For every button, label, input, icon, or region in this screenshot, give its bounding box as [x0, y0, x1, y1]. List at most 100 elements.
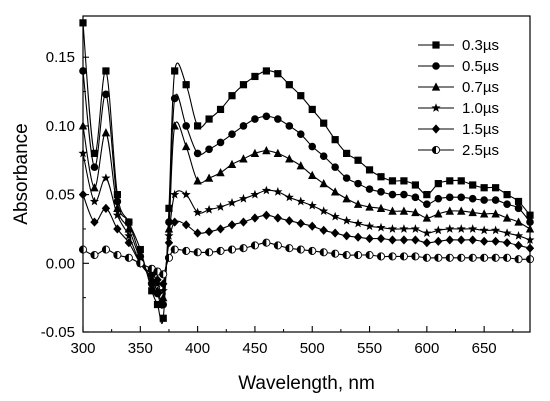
data-point [101, 245, 110, 254]
data-point [239, 244, 248, 253]
data-point [456, 224, 466, 233]
data-point [446, 177, 454, 185]
data-point [423, 200, 431, 209]
data-point [147, 275, 156, 284]
y-tick-label: 0.15 [46, 49, 75, 66]
marker-half-fill [274, 241, 278, 250]
data-point [422, 213, 432, 222]
data-point [181, 141, 191, 151]
data-point [296, 245, 305, 254]
data-point [296, 130, 305, 138]
data-point [342, 231, 351, 241]
marker-half-fill [171, 245, 175, 254]
data-point [411, 207, 420, 217]
data-point [479, 236, 489, 246]
data-point [228, 130, 236, 138]
data-point [411, 235, 420, 245]
data-point [274, 115, 282, 123]
marker-half-fill [262, 239, 267, 247]
legend-label: 2.5µs [462, 142, 499, 159]
data-point [239, 154, 248, 163]
legend-label: 1.0µs [462, 100, 499, 117]
data-point [399, 235, 409, 245]
data-point [136, 245, 144, 254]
data-point [101, 128, 111, 137]
data-point [365, 251, 374, 260]
x-tick-label: 450 [242, 340, 267, 357]
marker-half-fill [153, 267, 158, 276]
data-point [514, 217, 523, 226]
data-point [502, 228, 512, 237]
data-point [216, 246, 225, 255]
data-point [193, 149, 202, 158]
data-point [90, 217, 99, 227]
data-point [164, 231, 174, 240]
marker-half-fill [400, 252, 404, 261]
marker-half-fill [434, 254, 439, 262]
marker-half-fill [148, 265, 152, 273]
marker-half-fill [492, 254, 496, 262]
data-point [387, 224, 398, 233]
data-point [388, 190, 397, 199]
data-point [400, 177, 408, 185]
data-point [250, 189, 260, 199]
data-point [296, 218, 305, 229]
data-point [285, 216, 294, 226]
data-point [181, 220, 191, 230]
data-point [399, 224, 409, 233]
data-point [491, 253, 500, 262]
data-point [273, 213, 283, 223]
data-point [433, 225, 443, 235]
data-point [262, 210, 271, 220]
series-markers-4 [78, 190, 535, 289]
legend-label: 0.5µs [462, 58, 499, 75]
marker-half-fill [125, 254, 129, 262]
series-markers-2 [78, 121, 535, 302]
data-point [90, 149, 99, 157]
data-point [274, 70, 282, 78]
data-point [388, 252, 397, 261]
data-point [445, 193, 454, 202]
legend-marker [431, 82, 441, 91]
data-point [205, 145, 213, 154]
data-point [388, 235, 397, 245]
y-tick-label: 0.05 [46, 187, 75, 204]
marker-half-fill [285, 244, 290, 252]
x-tick-label: 600 [414, 340, 439, 357]
data-point [125, 218, 133, 226]
data-point [113, 251, 122, 260]
data-point [411, 181, 419, 189]
data-point [434, 253, 443, 262]
legend-marker [431, 103, 441, 112]
data-point [479, 209, 489, 218]
data-point [308, 142, 317, 151]
data-point [89, 196, 100, 206]
data-point [354, 156, 362, 164]
data-point [250, 213, 260, 223]
data-point [136, 259, 145, 268]
data-point [491, 225, 501, 235]
data-point [330, 228, 340, 238]
marker-half-fill [159, 270, 164, 278]
data-point [422, 238, 432, 248]
x-tick-label: 300 [70, 340, 95, 357]
data-point [319, 248, 328, 257]
y-axis-title: Absorbance [11, 123, 32, 224]
data-point [365, 202, 374, 211]
data-point [285, 122, 294, 130]
data-point [399, 252, 408, 261]
marker-half-fill [182, 247, 187, 255]
data-point [457, 235, 466, 245]
data-point [457, 193, 466, 202]
data-point [284, 192, 294, 202]
data-point [445, 224, 455, 233]
data-point [376, 233, 386, 244]
data-point [102, 90, 110, 99]
data-point [445, 253, 454, 262]
marker-half-fill [432, 146, 436, 154]
data-point [479, 225, 489, 235]
plot-area [78, 19, 535, 325]
marker-half-fill [205, 248, 210, 256]
data-point [101, 173, 111, 183]
